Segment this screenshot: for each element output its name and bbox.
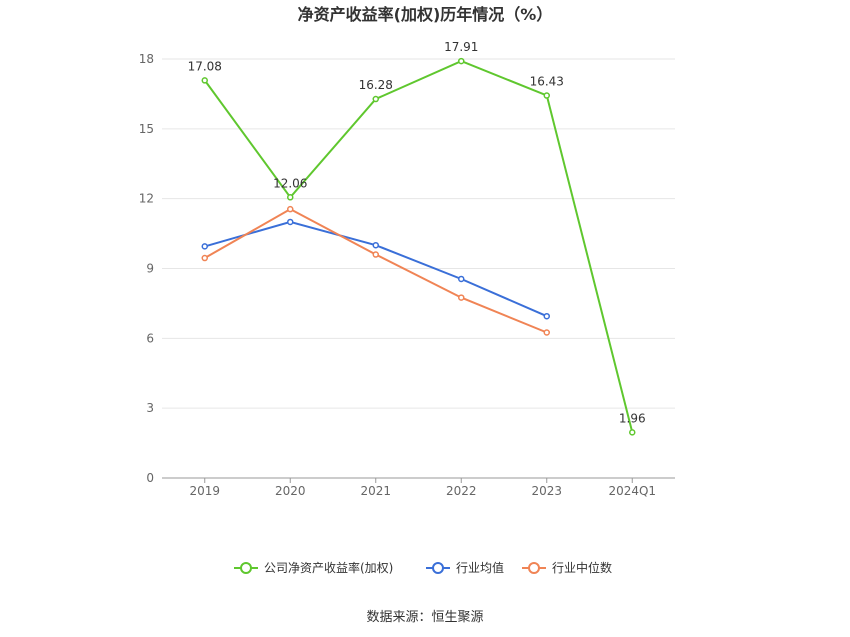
data-point: [201, 254, 208, 262]
data-point: [201, 243, 208, 250]
data-point: [287, 194, 294, 201]
data-point: [629, 429, 636, 436]
data-point: [287, 205, 294, 213]
y-tick-label: 9: [146, 262, 154, 276]
legend-swatch-marker: [240, 562, 252, 574]
data-point: [543, 92, 550, 99]
y-tick-label: 12: [139, 192, 154, 206]
data-point: [201, 77, 208, 84]
series-line: [204, 220, 548, 318]
legend-label: 行业中位数: [552, 560, 612, 575]
data-point: [372, 95, 379, 103]
data-point: [458, 275, 465, 283]
data-label: 17.91: [444, 40, 478, 54]
data-point: [458, 294, 465, 301]
data-label: 16.43: [530, 75, 564, 89]
data-label: 1.96: [619, 411, 646, 425]
x-tick-label: 2020: [275, 484, 306, 498]
legend-label: 公司净资产收益率(加权): [264, 560, 393, 575]
legend: 公司净资产收益率(加权) 行业均值 行业中位数: [234, 560, 612, 575]
x-tick-label: 2023: [531, 484, 562, 498]
data-point: [543, 312, 550, 320]
x-tick-label: 2021: [360, 484, 391, 498]
axes: 0 3 6 9 12 15 18 2019 2020 2021 2022 2023 2024Q1: [139, 52, 675, 498]
data-labels: 17.08 12.06 16.28 17.91 16.43 1.96: [188, 40, 646, 425]
y-tick-label: 18: [139, 52, 154, 66]
data-point: [372, 241, 379, 249]
series-layer: [201, 57, 636, 436]
data-point: [543, 329, 550, 336]
y-tick-label: 6: [146, 331, 154, 345]
y-tick-label: 3: [146, 401, 154, 415]
x-tick-label: 2024Q1: [608, 484, 656, 498]
chart-title: 净资产收益率(加权)历年情况（%）: [298, 5, 553, 24]
legend-swatch-marker: [528, 562, 540, 574]
grid: [162, 58, 675, 409]
y-tick-label: 15: [139, 122, 154, 136]
x-tick-label: 2019: [189, 484, 220, 498]
source-note: 数据来源：恒生聚源: [366, 610, 483, 625]
y-tick-label: 0: [146, 471, 154, 485]
data-label: 17.08: [188, 59, 222, 73]
data-label: 12.06: [273, 176, 307, 190]
series-line: [203, 60, 634, 433]
data-point: [287, 218, 294, 226]
legend-swatch-marker: [432, 562, 444, 574]
data-point: [372, 251, 379, 258]
legend-label: 行业均值: [456, 560, 504, 575]
x-tick-label: 2022: [446, 484, 477, 498]
data-point: [458, 57, 465, 65]
data-label: 16.28: [359, 78, 393, 92]
series-line: [204, 207, 548, 334]
